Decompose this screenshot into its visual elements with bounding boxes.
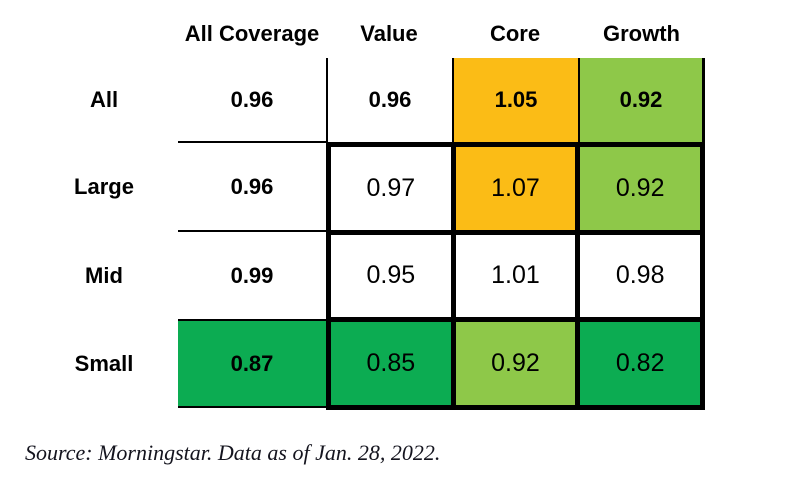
- thin-rule-mid-small: [178, 319, 326, 321]
- row-label-large: Large: [74, 173, 134, 199]
- row-label-all: All: [89, 86, 119, 112]
- cell-large-core: 1.07: [455, 147, 576, 230]
- thin-rule-bottom: [178, 406, 326, 408]
- cell-mid-core: 1.01: [455, 234, 576, 318]
- cell-all-growth: 0.92: [578, 58, 705, 142]
- cell-large-value: 0.97: [331, 147, 451, 230]
- cell-small-core: 0.92: [455, 322, 576, 405]
- cell-mid-value: 0.95: [331, 234, 451, 318]
- column-header-value: Value: [360, 21, 418, 46]
- cell-all-value: 0.96: [326, 58, 452, 142]
- cell-small-value: 0.85: [331, 322, 451, 405]
- column-header-growth: Growth: [603, 21, 680, 46]
- inner-style-grid: 0.97 1.07 0.92 0.95 1.01 0.98 0.85 0.92 …: [326, 142, 705, 410]
- cell-mid-allcoverage: 0.99: [178, 232, 326, 319]
- column-header-all-coverage: All Coverage: [184, 21, 320, 46]
- thin-rule-large-mid: [178, 230, 326, 232]
- column-header-core: Core: [489, 21, 541, 46]
- thin-rule-under-all-row: [178, 141, 326, 143]
- row-label-small: Small: [74, 350, 134, 376]
- cell-all-allcoverage: 0.96: [178, 58, 326, 142]
- cell-large-allcoverage: 0.96: [178, 143, 326, 230]
- cell-large-growth: 0.92: [580, 147, 700, 230]
- source-note: Source: Morningstar. Data as of Jan. 28,…: [25, 440, 441, 465]
- row-label-mid: Mid: [85, 262, 123, 288]
- cell-all-core: 1.05: [452, 58, 578, 142]
- cell-small-growth: 0.82: [580, 322, 700, 405]
- cell-small-allcoverage: 0.87: [178, 321, 326, 406]
- cell-mid-growth: 0.98: [580, 234, 700, 318]
